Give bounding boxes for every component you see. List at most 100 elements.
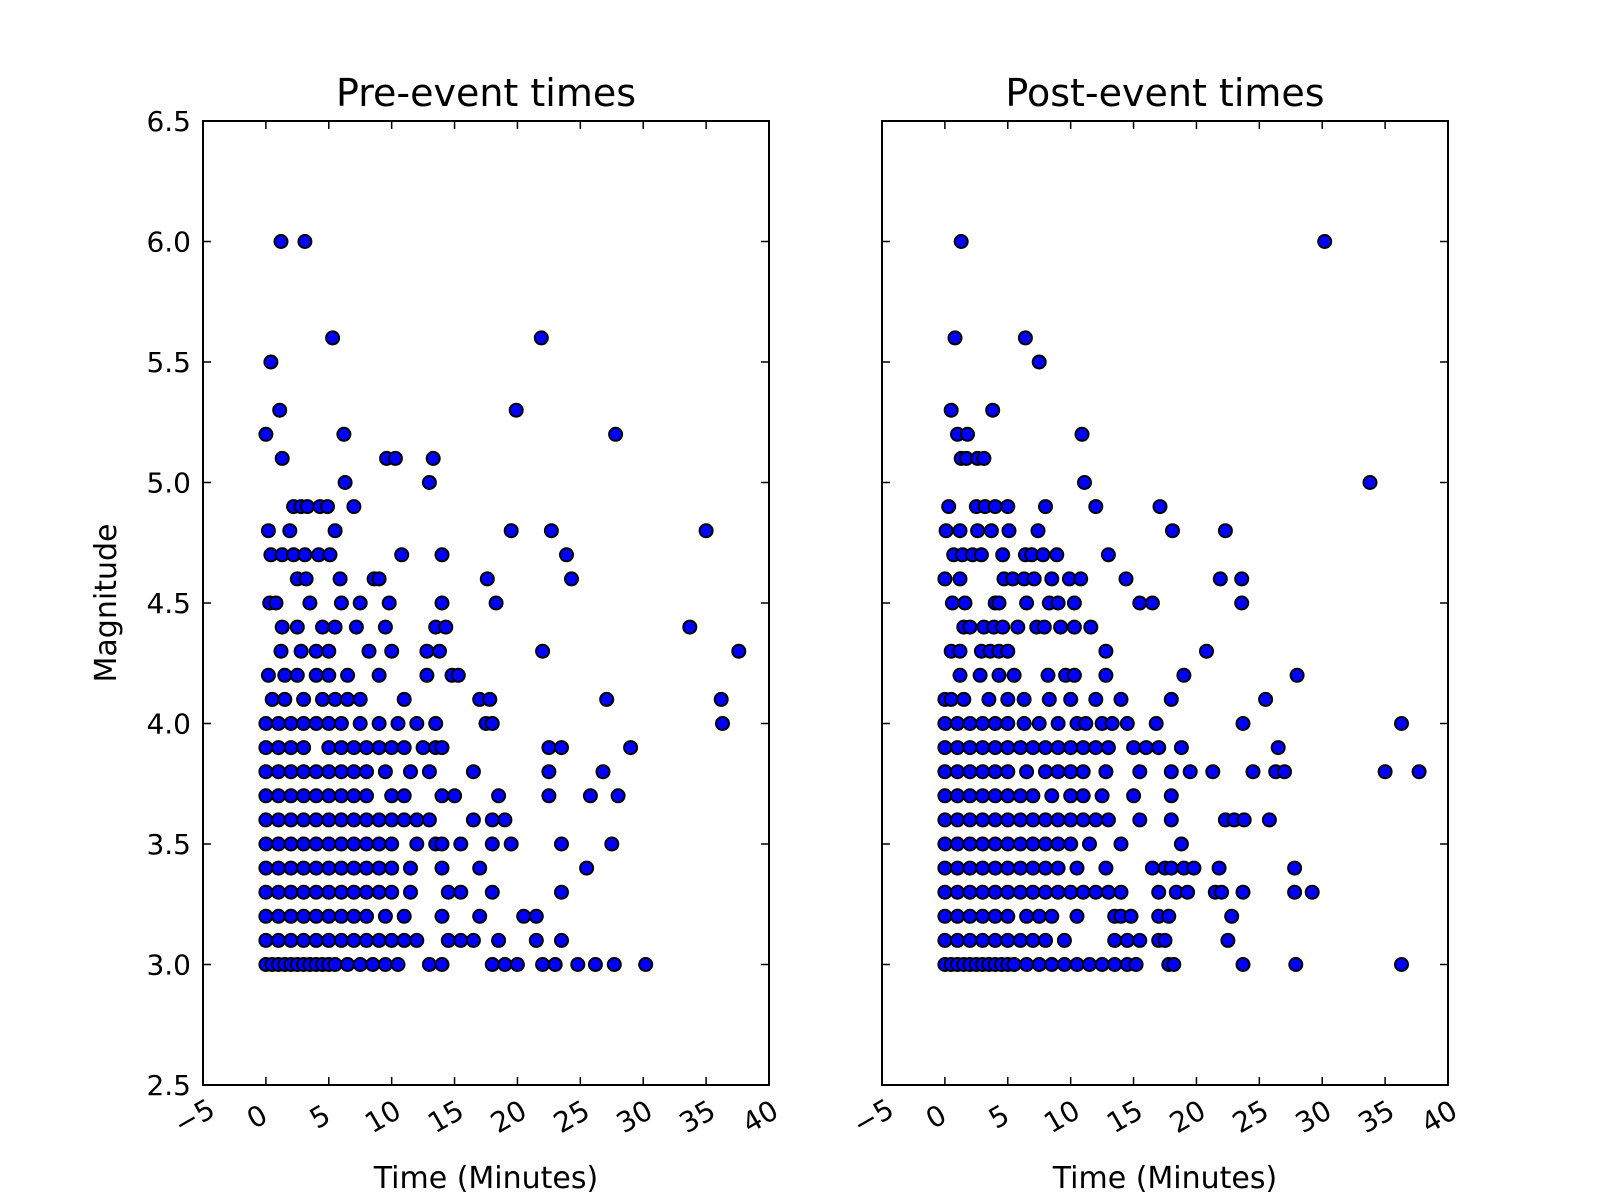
post-event-data-point [1236,812,1252,828]
pre-event-data-point [396,691,412,707]
pre-event-y-tick-label: 4.5 [146,587,191,620]
post-event-data-point [975,932,991,948]
post-event-data-point [1235,884,1251,900]
pre-event-data-point [321,643,337,659]
pre-event-data-point [263,354,279,370]
post-event-data-point [1077,475,1092,490]
post-event-data-point [973,547,989,563]
post-event-data-point [1006,957,1022,972]
post-event-data-point [1157,932,1173,948]
post-event-data-point [1025,788,1041,804]
post-event-data-point [1098,643,1114,659]
pre-event-data-point [340,691,356,707]
pre-event-data-point [321,884,337,900]
post-event-data-point [937,764,953,780]
post-event-data-point [950,860,965,876]
post-event-data-point [1049,547,1065,563]
pre-event-data-point [554,836,569,852]
pre-event-data-point [608,426,624,442]
post-event-data-point [1063,740,1079,756]
pre-event-data-point [384,836,400,852]
pre-event-data-point [465,932,481,948]
post-event-data-point [952,643,968,659]
pre-event-data-point [258,932,274,948]
pre-event-data-point [282,523,298,539]
post-event-x-tick-label: 35 [1353,1094,1400,1140]
pre-event-data-point [296,691,312,707]
pre-event-data-point [352,595,368,611]
post-event-data-point [1100,547,1116,563]
pre-event-data-point [415,740,431,756]
pre-event-data-point [352,957,368,972]
post-event-data-point [962,788,978,804]
pre-event-data-point [336,426,352,442]
post-event-data-point [1025,740,1041,756]
pre-event-data-point [503,523,519,539]
post-event-data-point [1012,788,1028,804]
post-event-data-point [1026,571,1042,587]
post-event-data-point [1151,884,1167,900]
post-event-data-point [1050,716,1066,731]
pre-event-data-point [371,836,387,852]
post-event-x-ticks: −5 0 5 10 15 20 25 30 35 40 [847,121,1463,1141]
post-event-data-point [975,740,991,756]
post-event-data-point [1050,740,1066,756]
post-event-data-point [1163,691,1179,707]
pre-event-data-point [508,402,524,418]
pre-event-data-point [390,716,406,731]
pre-event-data-point [315,691,330,707]
post-event-data-point [1016,691,1032,707]
post-event-data-point [1000,932,1016,948]
pre-event-data-point [472,860,488,876]
pre-event-data-point [273,643,289,659]
pre-event-data-point [359,884,374,900]
pre-event-data-point [465,812,481,828]
post-event-data-point [943,402,959,418]
post-event-data-point [1107,957,1123,972]
pre-event-data-point [570,957,586,972]
post-event-data-point [950,884,965,900]
pre-event-data-point [333,740,349,756]
pre-event-data-point [484,812,500,828]
post-event-data-point [1258,691,1274,707]
post-event-x-tick-label: 10 [1038,1094,1085,1140]
post-event-data-point [1038,764,1053,780]
pre-event-y-tick-label: 6.5 [146,105,191,138]
post-event-data-point [1075,764,1091,780]
post-event-data-point [1035,547,1051,563]
pre-event-data-point [434,740,450,756]
pre-event-data-point [277,667,293,683]
post-event-data-point [962,932,978,948]
post-event-data-point [975,884,991,900]
pre-event-data-point [333,595,349,611]
pre-event-data-point [541,764,557,780]
pre-event-x-tick-label: 10 [359,1094,406,1140]
pre-event-data-point [296,788,312,804]
post-event-data-point [1088,499,1104,515]
post-event-data-point [1083,619,1099,635]
pre-event-data-point [359,764,374,780]
pre-event-y-tick-label: 2.5 [146,1069,191,1102]
pre-event-data-point [421,957,437,972]
post-event-data-point [937,740,953,756]
pre-event-data-point [327,957,343,972]
pre-event-data-point [713,691,729,707]
post-event-data-point [962,764,978,780]
post-event-data-point [1000,740,1016,756]
pre-event-data-point [361,643,377,659]
post-event-data-point [937,836,953,852]
post-event-data-point [1163,788,1179,804]
post-event-data-point [981,691,997,707]
pre-event-data-point [384,643,400,659]
pre-event-data-point [365,957,381,972]
post-event-data-point [962,716,978,731]
pre-event-data-point [533,330,549,346]
post-event-data-point [1411,764,1427,780]
post-event-data-point [1012,932,1028,948]
post-event-data-point [1000,764,1016,780]
post-event-data-point [1053,619,1069,635]
post-event-data-point [1088,884,1104,900]
post-event-data-point [937,788,953,804]
post-event-data-point [1163,812,1179,828]
post-event-data-point [1234,595,1250,611]
